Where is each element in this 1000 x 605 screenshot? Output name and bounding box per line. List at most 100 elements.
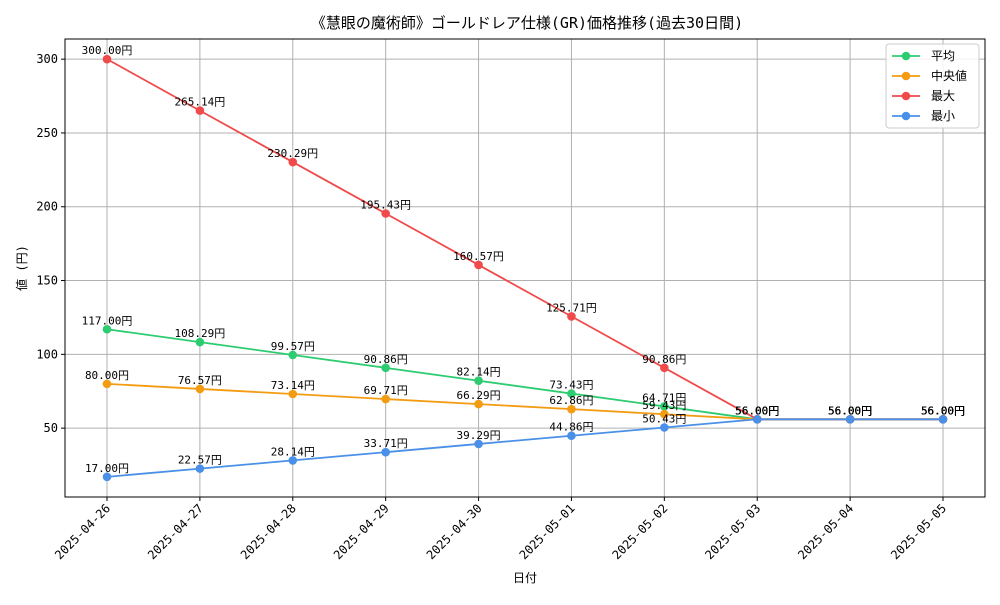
data-label: 69.71円 <box>364 384 408 397</box>
y-tick-label: 300 <box>36 52 58 66</box>
data-label: 56.00円 <box>828 404 872 417</box>
x-tick-label: 2025-05-04 <box>795 501 856 562</box>
data-point <box>845 414 855 424</box>
data-label: 195.43円 <box>360 198 411 211</box>
grid <box>65 39 985 497</box>
data-point <box>567 312 576 321</box>
x-tick-label: 2025-05-05 <box>888 501 949 562</box>
data-label: 56.00円 <box>828 404 872 417</box>
data-point <box>474 399 483 409</box>
y-tick-label: 150 <box>36 274 58 288</box>
data-label: 64.71円 <box>642 391 686 404</box>
data-point <box>288 157 298 167</box>
data-point <box>567 431 576 441</box>
legend-marker <box>901 71 911 81</box>
data-label: 117.00円 <box>82 314 133 327</box>
data-label: 56.00円 <box>735 404 779 417</box>
legend-marker <box>901 91 911 101</box>
data-label: 22.57円 <box>178 454 222 467</box>
data-label: 66.29円 <box>456 389 500 402</box>
legend-label: 中央値 <box>931 68 967 83</box>
plot-area <box>64 38 986 498</box>
x-tick-label: 2025-04-29 <box>331 501 392 562</box>
data-label: 80.00円 <box>85 369 129 382</box>
data-point <box>381 447 390 457</box>
data-point <box>102 324 112 334</box>
data-label: 62.86円 <box>549 394 593 407</box>
series-line <box>106 418 943 478</box>
legend-label: 最大 <box>931 89 955 103</box>
data-point <box>102 379 112 389</box>
data-label: 300.00円 <box>82 44 133 57</box>
data-point <box>381 209 390 218</box>
y-axis: 50 100 150 200 250 300 <box>36 52 65 435</box>
data-point <box>660 409 669 419</box>
x-tick-label: 2025-05-02 <box>609 501 670 562</box>
data-label: 56.00円 <box>735 404 779 417</box>
data-label: 56.00円 <box>921 404 965 417</box>
x-tick-label: 2025-04-28 <box>238 501 299 562</box>
data-point <box>288 350 298 360</box>
legend-label: 最小 <box>931 109 955 123</box>
legend-box <box>885 43 980 129</box>
data-point <box>195 464 205 473</box>
data-point <box>660 402 669 411</box>
data-label: 17.00円 <box>85 462 129 475</box>
data-point <box>195 337 205 347</box>
data-label: 76.57円 <box>178 374 222 387</box>
x-tick-label: 2025-04-27 <box>145 501 206 562</box>
data-point <box>195 384 205 394</box>
data-label: 44.86円 <box>549 421 593 434</box>
data-labels: 117.00円 108.29円 99.57円 90.86円 82.14円 73.43円 64… <box>82 44 965 475</box>
data-label: 265.14円 <box>175 96 226 109</box>
data-point <box>474 260 483 270</box>
data-label: 82.14円 <box>456 366 500 379</box>
x-axis-label: 日付 <box>513 571 537 585</box>
data-label: 56.00円 <box>828 404 872 417</box>
data-point <box>567 389 576 398</box>
data-label: 125.71円 <box>546 301 597 314</box>
data-point <box>288 456 298 465</box>
data-label: 56.00円 <box>921 404 965 417</box>
legend-marker <box>901 51 911 61</box>
x-tick-label: 2025-04-30 <box>424 501 485 562</box>
data-label: 59.43円 <box>642 399 686 412</box>
data-point <box>567 404 576 414</box>
data-label: 33.71円 <box>364 437 408 450</box>
data-point <box>102 472 112 482</box>
y-tick-label: 100 <box>36 347 58 361</box>
data-point <box>474 439 483 449</box>
data-label: 56.00円 <box>735 404 779 417</box>
y-tick-label: 250 <box>36 126 58 140</box>
data-label: 50.43円 <box>642 413 686 426</box>
data-label: 56.00円 <box>921 404 965 417</box>
data-label: 108.29円 <box>175 327 226 340</box>
data-label: 39.29円 <box>456 429 500 442</box>
data-point <box>752 414 762 424</box>
data-label: 230.29円 <box>267 147 318 160</box>
data-label: 160.57円 <box>453 250 504 263</box>
data-label: 99.57円 <box>271 340 315 353</box>
series-group <box>102 54 948 482</box>
data-point <box>474 376 483 386</box>
series-line <box>106 382 943 421</box>
x-axis: 2025-04-26 2025-04-27 2025-04-28 2025-04-29… <box>52 497 949 562</box>
data-point <box>102 54 112 64</box>
data-label: 90.86円 <box>364 353 408 366</box>
data-label: 73.43円 <box>549 379 593 392</box>
data-label: 56.00円 <box>735 404 779 417</box>
data-point <box>288 389 298 399</box>
data-point <box>938 414 948 424</box>
chart-title: 《慧眼の魔術師》ゴールドレア仕様(GR)価格推移(過去30日間) <box>311 14 743 32</box>
data-label: 56.00円 <box>828 404 872 417</box>
data-point <box>381 394 390 404</box>
y-tick-label: 200 <box>36 200 58 214</box>
legend-marker <box>901 111 911 121</box>
x-tick-label: 2025-05-01 <box>517 501 578 562</box>
data-label: 90.86円 <box>642 353 686 366</box>
data-point <box>195 106 205 115</box>
data-point <box>660 423 669 432</box>
